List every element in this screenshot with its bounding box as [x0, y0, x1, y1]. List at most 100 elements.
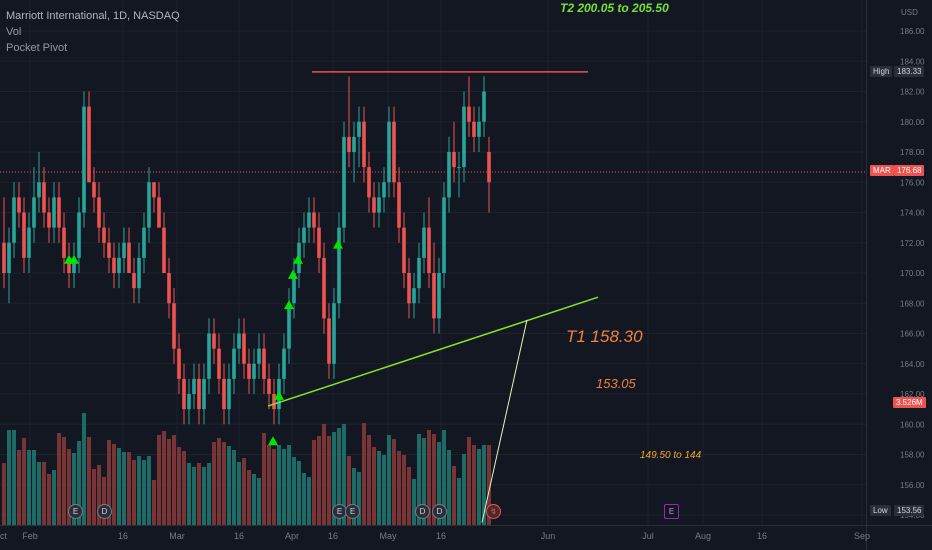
candle-body — [37, 182, 41, 198]
volume-bar — [222, 442, 226, 525]
volume-bar — [332, 432, 336, 525]
support-trendline — [267, 296, 599, 407]
volume-bar — [442, 430, 446, 525]
candle-body — [97, 197, 101, 228]
volume-bar — [42, 462, 46, 525]
pocket-pivot-marker — [284, 300, 294, 310]
volume-bar — [317, 436, 321, 525]
candle-body — [92, 182, 96, 198]
candle-body — [217, 348, 221, 379]
earnings-event-icon[interactable]: E — [68, 504, 83, 519]
volume-bar — [17, 450, 21, 525]
volume-bar — [327, 436, 331, 525]
candle-body — [147, 182, 151, 228]
volume-bar — [337, 428, 341, 525]
price-tick-label: 174.00 — [900, 209, 925, 218]
volume-bar — [257, 478, 261, 525]
dividend-event-icon[interactable]: D — [415, 504, 430, 519]
candle-body — [162, 227, 166, 273]
price-tick-label: 176.00 — [900, 178, 925, 187]
candle-body — [392, 121, 396, 183]
pocket-pivot-marker — [274, 390, 284, 400]
candle-body — [212, 333, 216, 349]
volume-bar — [352, 468, 356, 525]
volume-bar — [97, 465, 101, 525]
volume-bar — [377, 451, 381, 525]
volume-bar — [402, 455, 406, 525]
dividend-event-icon[interactable]: D — [432, 504, 447, 519]
drawings — [267, 71, 599, 523]
earnings-event-icon[interactable]: E — [345, 504, 360, 519]
candle-body — [87, 106, 91, 183]
volume-bar — [142, 460, 146, 525]
price-tick-label: 164.00 — [900, 360, 925, 369]
volume-bar — [67, 449, 71, 525]
volume-bar — [482, 445, 486, 525]
candle-body — [487, 152, 491, 183]
dividend-event-icon[interactable]: D — [97, 504, 112, 519]
volume-bar — [32, 450, 36, 525]
price-tick-label: 170.00 — [900, 269, 925, 278]
price-tick-label: 162.00 — [900, 390, 925, 399]
volume-bar — [107, 440, 111, 525]
candle-body — [332, 303, 336, 364]
time-tick-label: 16 — [436, 531, 446, 541]
price-axis[interactable]: 186.00 184.00 182.00 180.00 178.00 176.00 174.… — [900, 27, 925, 520]
volume-bar — [27, 450, 31, 525]
candle-body — [187, 394, 191, 410]
candle-body — [222, 378, 226, 410]
volume-bar — [487, 445, 491, 525]
candle-body — [442, 197, 446, 273]
earnings-event-icon[interactable]: E — [664, 504, 679, 519]
volume-bar — [277, 445, 281, 525]
indicator-vol[interactable]: Vol — [6, 26, 22, 38]
volume-bar — [347, 456, 351, 525]
candle-body — [402, 227, 406, 273]
range-149-annotation: 149.50 to 144 — [640, 450, 702, 461]
price-tick-label: 184.00 — [900, 57, 925, 66]
lightning-icon[interactable]: ↯ — [486, 504, 501, 519]
mar-label: MAR — [870, 165, 894, 176]
volume-bar — [162, 431, 166, 525]
candle-body — [47, 212, 51, 228]
high-label: High — [870, 66, 893, 77]
candle-body — [167, 273, 171, 304]
volume-bar — [262, 433, 266, 525]
candlesticks — [2, 76, 491, 425]
volume-bar — [127, 452, 131, 525]
candle-body — [362, 121, 366, 168]
candle-body — [267, 378, 271, 394]
candle-body — [77, 212, 81, 258]
symbol-title[interactable]: Marriott International, 1D, NASDAQ — [6, 10, 180, 22]
volume-bar — [282, 449, 286, 525]
volume-bar — [242, 458, 246, 525]
price-tick-label: 186.00 — [900, 27, 925, 36]
candle-body — [287, 303, 291, 349]
price-tick-label: 172.00 — [900, 239, 925, 248]
volume-bar — [287, 445, 291, 525]
candle-body — [272, 394, 276, 410]
candle-body — [462, 106, 466, 168]
volume-bar — [472, 445, 476, 525]
volume-bar — [212, 442, 216, 525]
time-tick-label: 16 — [328, 531, 338, 541]
indicator-pocket-pivot[interactable]: Pocket Pivot — [6, 42, 68, 54]
time-tick-label: 16 — [234, 531, 244, 541]
volume-bar — [272, 449, 276, 525]
volume-bar — [182, 451, 186, 525]
candle-body — [432, 273, 436, 319]
time-axis[interactable]: Feb 16 Mar 16 Apr 16 May 16 Jun Jul Aug 16 Sep Oct — [0, 531, 870, 541]
candle-body — [367, 167, 371, 198]
price-tick-label: 158.00 — [900, 451, 925, 460]
volume-bars — [2, 413, 491, 525]
candle-body — [202, 378, 206, 410]
projection-line — [481, 319, 528, 523]
candle-body — [137, 257, 141, 289]
candle-body — [407, 273, 411, 304]
candle-body — [132, 273, 136, 289]
volume-bar — [412, 479, 416, 525]
candle-body — [157, 197, 161, 228]
candle-body — [197, 378, 201, 410]
volume-bar — [462, 454, 466, 525]
